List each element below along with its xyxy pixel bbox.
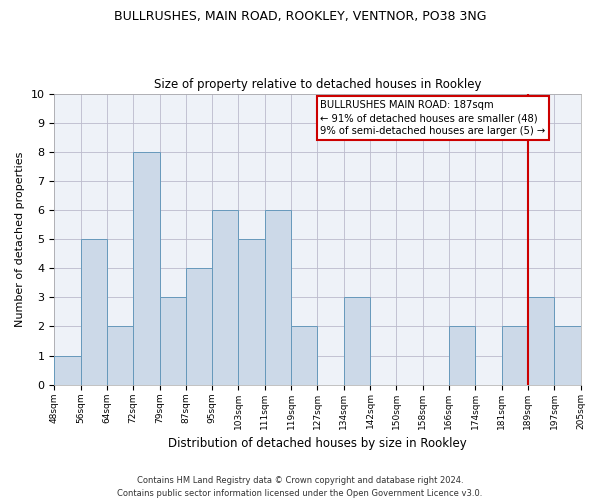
Bar xyxy=(344,298,370,384)
Text: BULLRUSHES MAIN ROAD: 187sqm
← 91% of detached houses are smaller (48)
9% of sem: BULLRUSHES MAIN ROAD: 187sqm ← 91% of de… xyxy=(320,100,545,136)
Bar xyxy=(80,239,107,384)
Title: Size of property relative to detached houses in Rookley: Size of property relative to detached ho… xyxy=(154,78,481,91)
Bar xyxy=(186,268,212,384)
Bar xyxy=(212,210,238,384)
Bar xyxy=(449,326,475,384)
Bar xyxy=(291,326,317,384)
Bar xyxy=(528,298,554,384)
Text: Contains HM Land Registry data © Crown copyright and database right 2024.
Contai: Contains HM Land Registry data © Crown c… xyxy=(118,476,482,498)
Bar xyxy=(265,210,291,384)
Y-axis label: Number of detached properties: Number of detached properties xyxy=(15,152,25,327)
Bar xyxy=(133,152,160,384)
Bar xyxy=(238,239,265,384)
Bar xyxy=(160,298,186,384)
X-axis label: Distribution of detached houses by size in Rookley: Distribution of detached houses by size … xyxy=(168,437,467,450)
Bar xyxy=(502,326,528,384)
Text: BULLRUSHES, MAIN ROAD, ROOKLEY, VENTNOR, PO38 3NG: BULLRUSHES, MAIN ROAD, ROOKLEY, VENTNOR,… xyxy=(114,10,486,23)
Bar xyxy=(54,356,80,384)
Bar xyxy=(107,326,133,384)
Bar xyxy=(554,326,581,384)
